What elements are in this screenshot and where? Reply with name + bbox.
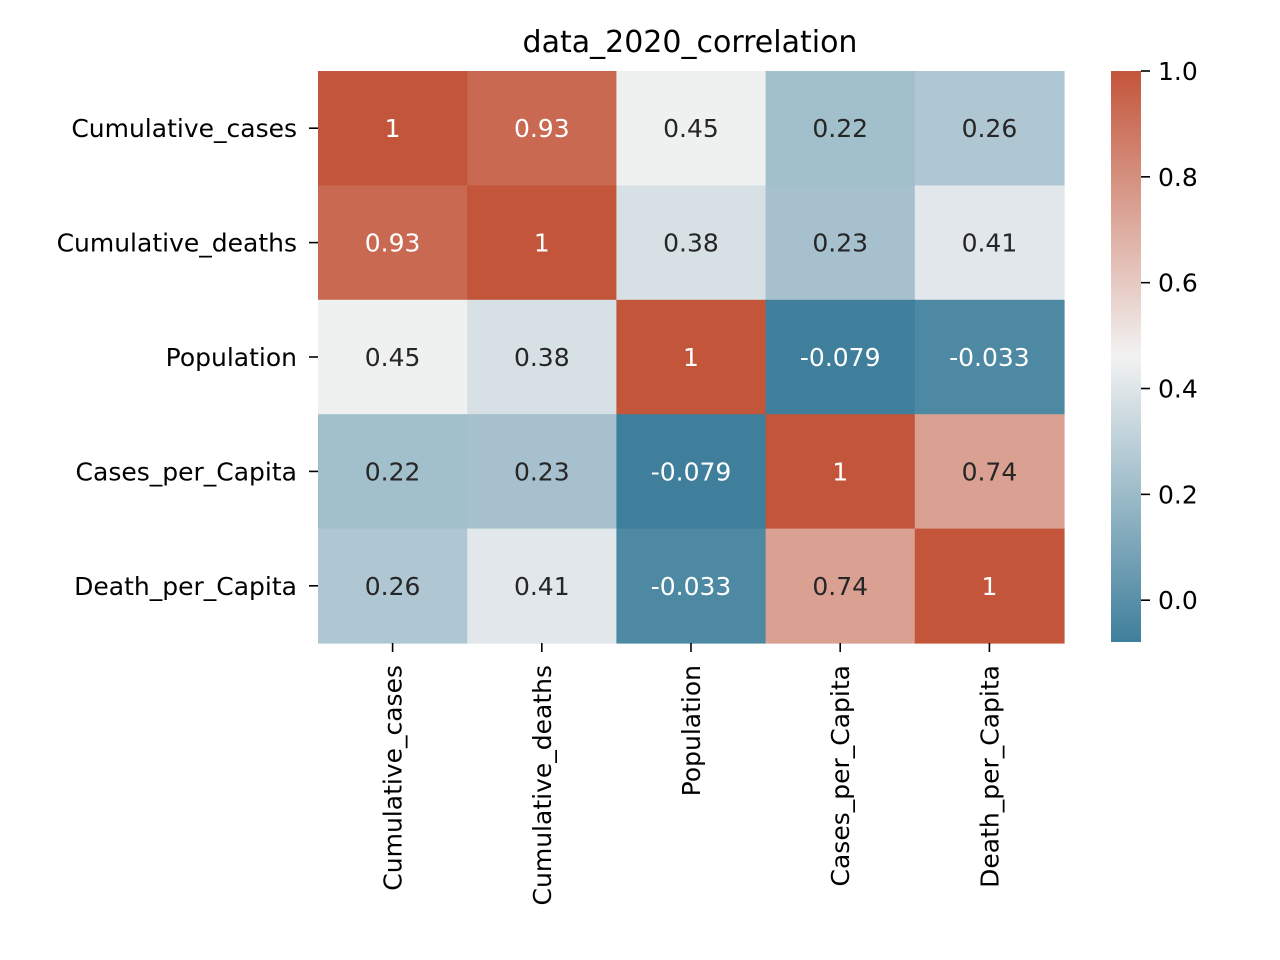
cell-label: 1 (981, 572, 997, 601)
chart-title: data_2020_correlation (523, 25, 858, 60)
colorbar-gradient (1111, 71, 1141, 642)
y-tick-label: Cases_per_Capita (76, 457, 297, 486)
cell-label: -0.033 (651, 572, 732, 601)
heatmap-cell (765, 185, 916, 301)
heatmap-cell (616, 185, 767, 301)
heatmap-cell (765, 299, 916, 415)
cell-label: -0.033 (949, 343, 1030, 372)
y-tick-label: Cumulative_deaths (57, 229, 297, 258)
x-tick-label: Cumulative_cases (379, 665, 408, 891)
x-tick-label: Cumulative_deaths (528, 665, 557, 905)
y-tick-label: Cumulative_cases (71, 114, 297, 143)
heatmap-cell (765, 71, 916, 186)
y-axis: Cumulative_cases Cumulative_deaths Populat… (57, 114, 318, 601)
colorbar-tick-label: 1.0 (1158, 57, 1198, 86)
heatmap-cell (616, 528, 767, 644)
heatmap-cell (914, 299, 1065, 415)
heatmap-cell (467, 185, 617, 301)
y-tick-label: Population (166, 343, 297, 372)
heatmap-cell (765, 414, 916, 530)
heatmap-cell (765, 528, 916, 644)
heatmap-cell (616, 414, 767, 530)
heatmap-cell (467, 299, 617, 415)
cell-label: 0.22 (812, 114, 868, 143)
colorbar-tick-label: 0.0 (1158, 586, 1198, 615)
cell-label: 0.74 (812, 572, 868, 601)
heatmap-cell (318, 414, 468, 530)
cell-label: 0.93 (365, 229, 421, 258)
cell-label: 1 (534, 229, 550, 258)
x-tick-label: Death_per_Capita (975, 665, 1004, 888)
heatmap-cell (914, 185, 1065, 301)
y-tick-label: Death_per_Capita (74, 572, 297, 601)
colorbar-tick-label: 0.2 (1158, 480, 1198, 509)
heatmap-cell (318, 528, 468, 644)
heatmap-cell (318, 71, 468, 186)
heatmap-cell (616, 71, 767, 186)
cell-label: 0.23 (812, 229, 868, 258)
heatmap-cell (467, 71, 617, 186)
cell-label: 0.74 (962, 457, 1018, 486)
colorbar: 0.0 0.2 0.4 0.6 0.8 1.0 (1111, 57, 1198, 642)
heatmap-cell (616, 299, 767, 415)
heatmap-cell (467, 528, 617, 644)
cell-label: 0.26 (962, 114, 1018, 143)
cell-label: 0.23 (514, 457, 570, 486)
colorbar-tick-label: 0.6 (1158, 269, 1198, 298)
cell-label: 0.22 (365, 457, 421, 486)
cell-label: 1 (683, 343, 699, 372)
cell-label: 0.41 (962, 229, 1018, 258)
heatmap-cell (467, 414, 617, 530)
heatmap-cell (914, 528, 1065, 644)
cell-label: 0.41 (514, 572, 570, 601)
heatmap-cell (914, 414, 1065, 530)
cell-label: 1 (832, 457, 848, 486)
cell-label: 0.38 (514, 343, 570, 372)
x-tick-label: Population (677, 665, 706, 796)
colorbar-tick-label: 0.4 (1158, 375, 1198, 404)
cell-label: -0.079 (651, 457, 732, 486)
cell-label: 0.26 (365, 572, 421, 601)
x-tick-label: Cases_per_Capita (826, 665, 855, 886)
heatmap-cell (318, 299, 468, 415)
cell-label: 1 (385, 114, 401, 143)
cell-label: -0.079 (800, 343, 881, 372)
cell-label: 0.45 (663, 114, 719, 143)
x-axis: Cumulative_cases Cumulative_deaths Populat… (379, 643, 1004, 905)
cell-label: 0.45 (365, 343, 421, 372)
cell-label: 0.38 (663, 229, 719, 258)
colorbar-tick-label: 0.8 (1158, 163, 1198, 192)
heatmap-cell (914, 71, 1065, 186)
cell-label: 0.93 (514, 114, 570, 143)
heatmap-cell (318, 185, 468, 301)
heatmap-cells: 1 0.93 0.45 0.22 0.26 0.93 1 0.38 0.23 0.41 0.45 0.… (318, 71, 1065, 644)
